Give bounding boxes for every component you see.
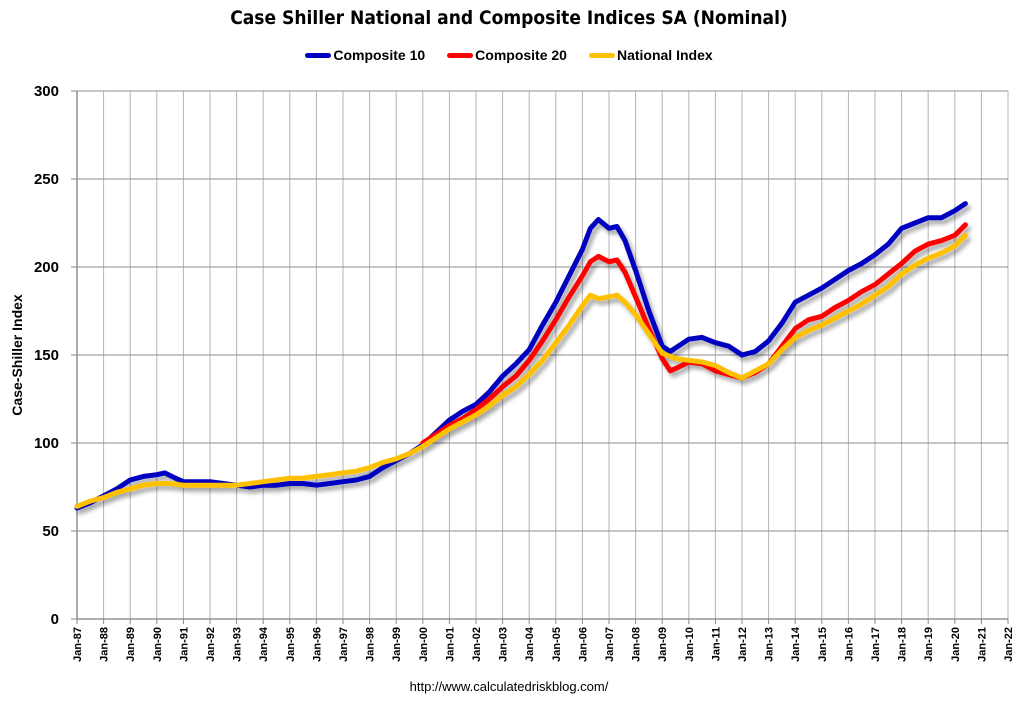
y-tick-label: 300 (34, 83, 59, 100)
x-tick-label: Jan-94 (258, 626, 270, 662)
x-tick-label: Jan-95 (285, 627, 297, 662)
x-tick-label: Jan-14 (790, 626, 802, 662)
x-tick-label: Jan-91 (178, 627, 190, 662)
x-tick-label: Jan-09 (657, 627, 669, 662)
legend-item-national-index: National Index (588, 47, 713, 63)
x-tick-label: Jan-15 (817, 627, 829, 662)
x-tick-label: Jan-90 (152, 627, 164, 662)
x-tick-label: Jan-22 (1003, 627, 1015, 662)
series-group (74, 201, 968, 511)
series-line-composite-20 (420, 222, 968, 446)
x-tick-label: Jan-92 (205, 627, 217, 662)
legend: Composite 10 Composite 20 National Index (0, 47, 1018, 63)
legend-item-composite-10: Composite 10 (305, 47, 425, 63)
x-tick-label: Jan-98 (365, 627, 377, 662)
x-tick-label: Jan-06 (577, 627, 589, 662)
legend-label-national-index: National Index (616, 47, 713, 63)
x-tick-label: Jan-13 (764, 627, 776, 662)
x-tick-label: Jan-00 (418, 627, 430, 662)
y-tick-label: 200 (34, 259, 59, 276)
x-tick-label: Jan-03 (498, 627, 510, 662)
axes: Jan-87 Jan-88 Jan-89 Jan-90 Jan-91 Jan-92 Jan-… (34, 83, 1015, 662)
x-tick-label: Jan-99 (391, 627, 403, 662)
source-url: http://www.calculatedriskblog.com/ (409, 679, 609, 694)
x-tick-label: Jan-11 (710, 627, 722, 661)
x-tick-label: Jan-87 (72, 627, 84, 662)
x-tick-label: Jan-10 (684, 627, 696, 662)
x-tick-label: Jan-20 (950, 627, 962, 662)
x-tick-label: Jan-12 (737, 627, 749, 662)
legend-item-composite-20: Composite 20 (447, 47, 567, 63)
y-tick-label: 250 (34, 171, 59, 188)
x-tick-label: Jan-02 (471, 627, 483, 662)
legend-swatch-national-index (588, 52, 615, 58)
x-tick-label: Jan-04 (524, 626, 536, 662)
legend-swatch-composite-20 (447, 52, 474, 58)
y-tick-label: 100 (34, 435, 59, 452)
x-tick-label: Jan-07 (604, 627, 616, 662)
x-tick-label: Jan-16 (843, 627, 855, 662)
x-tick-label: Jan-01 (444, 627, 456, 662)
x-tick-label: Jan-17 (870, 627, 882, 662)
legend-label-composite-20: Composite 20 (475, 47, 567, 63)
x-tick-label: Jan-88 (99, 627, 111, 662)
series-line-national-index (74, 232, 968, 509)
x-tick-label: Jan-08 (631, 627, 643, 662)
legend-label-composite-10: Composite 10 (333, 47, 426, 63)
x-tick-label: Jan-89 (125, 627, 137, 662)
x-tick-label: Jan-93 (232, 627, 244, 662)
y-tick-label: 0 (51, 611, 59, 628)
y-tick-label: 50 (42, 523, 59, 540)
x-tick-label: Jan-18 (897, 627, 909, 662)
legend-swatch-composite-10 (305, 52, 332, 58)
grid (77, 90, 1009, 619)
x-tick-label: Jan-96 (311, 627, 323, 662)
x-tick-label: Jan-19 (923, 627, 935, 662)
y-axis-label: Case-Shiller Index (9, 294, 25, 416)
x-tick-label: Jan-97 (338, 627, 350, 662)
chart-title: Case Shiller National and Composite Indi… (230, 7, 788, 29)
x-tick-label: Jan-21 (976, 627, 988, 662)
x-tick-label: Jan-05 (551, 627, 563, 662)
y-tick-label: 150 (34, 347, 59, 364)
